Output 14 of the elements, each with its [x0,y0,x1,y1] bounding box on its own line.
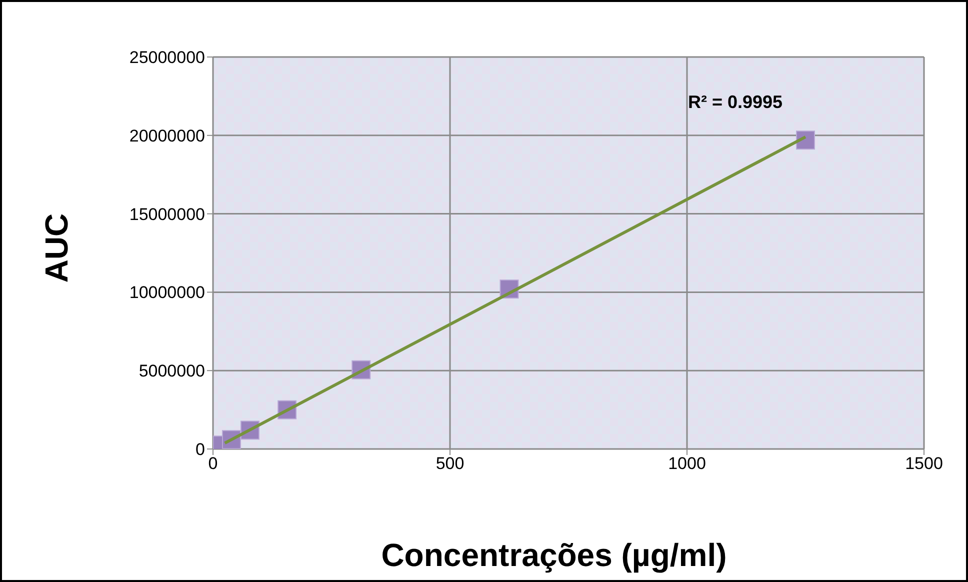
y-tick-label: 5000000 [138,362,205,381]
point [796,130,815,150]
y-axis-title: AUC [38,213,75,283]
y-tick-label: 15000000 [129,204,205,224]
x-axis-title: Concentrações (µg/ml) [380,537,728,574]
y-tick-label: 10000000 [129,283,205,302]
x-tick-label: 1500 [905,454,943,474]
y-tick-label: 25000000 [129,48,205,68]
x-tick-label: 1000 [668,454,706,474]
annotation: R² = 0.9995 [688,92,783,113]
x-tick-label: 500 [436,454,464,474]
x-tick-label: 0 [208,454,218,474]
y-tick-label: 0 [196,440,205,460]
y-tick-label: 20000000 [129,126,205,146]
